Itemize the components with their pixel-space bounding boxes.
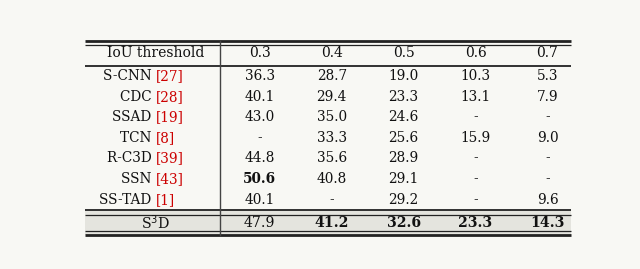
Text: 36.3: 36.3	[244, 69, 275, 83]
Text: -: -	[257, 131, 262, 145]
Text: 23.3: 23.3	[458, 216, 493, 230]
Text: [43]: [43]	[156, 172, 184, 186]
Text: [1]: [1]	[156, 193, 175, 207]
Text: 19.0: 19.0	[388, 69, 419, 83]
Text: 0.7: 0.7	[536, 46, 559, 60]
Text: 40.8: 40.8	[317, 172, 347, 186]
Text: 0.4: 0.4	[321, 46, 342, 60]
Text: 50.6: 50.6	[243, 172, 276, 186]
Text: 44.8: 44.8	[244, 151, 275, 165]
Text: 9.6: 9.6	[537, 193, 558, 207]
Text: 47.9: 47.9	[244, 216, 276, 230]
Text: -: -	[473, 193, 478, 207]
Text: [27]: [27]	[156, 69, 184, 83]
Text: 29.4: 29.4	[317, 90, 347, 104]
Text: 10.3: 10.3	[461, 69, 491, 83]
Text: SSAD: SSAD	[112, 110, 156, 124]
Text: 40.1: 40.1	[244, 193, 275, 207]
Text: -: -	[545, 151, 550, 165]
Text: -: -	[473, 151, 478, 165]
Text: IoU threshold: IoU threshold	[107, 46, 204, 60]
Text: [39]: [39]	[156, 151, 184, 165]
Text: [8]: [8]	[156, 131, 175, 145]
Text: 35.0: 35.0	[317, 110, 347, 124]
Text: -: -	[473, 172, 478, 186]
Text: R-C3D: R-C3D	[106, 151, 156, 165]
Text: 32.6: 32.6	[387, 216, 420, 230]
Text: 40.1: 40.1	[244, 90, 275, 104]
Text: 28.9: 28.9	[388, 151, 419, 165]
Text: 25.6: 25.6	[388, 131, 419, 145]
Text: TCN: TCN	[120, 131, 156, 145]
Text: 24.6: 24.6	[388, 110, 419, 124]
Text: 0.3: 0.3	[249, 46, 271, 60]
Text: 7.9: 7.9	[537, 90, 558, 104]
Text: 0.6: 0.6	[465, 46, 486, 60]
Text: 14.3: 14.3	[531, 216, 564, 230]
Text: [28]: [28]	[156, 90, 184, 104]
Text: 33.3: 33.3	[317, 131, 347, 145]
Text: 23.3: 23.3	[388, 90, 419, 104]
Text: 43.0: 43.0	[244, 110, 275, 124]
Text: 29.2: 29.2	[388, 193, 419, 207]
Bar	[85, 210, 571, 235]
Text: 13.1: 13.1	[461, 90, 491, 104]
Text: 15.9: 15.9	[460, 131, 491, 145]
Text: 29.1: 29.1	[388, 172, 419, 186]
Text: -: -	[330, 193, 334, 207]
Text: -: -	[545, 172, 550, 186]
Text: 5.3: 5.3	[537, 69, 558, 83]
Text: S-CNN: S-CNN	[102, 69, 156, 83]
Text: -: -	[545, 110, 550, 124]
Text: 41.2: 41.2	[314, 216, 349, 230]
Text: [19]: [19]	[156, 110, 184, 124]
Text: S$^3$D: S$^3$D	[141, 213, 170, 232]
Text: 9.0: 9.0	[537, 131, 558, 145]
Text: 35.6: 35.6	[317, 151, 347, 165]
Text: -: -	[473, 110, 478, 124]
Text: 28.7: 28.7	[317, 69, 347, 83]
Text: SS-TAD: SS-TAD	[99, 193, 156, 207]
Text: SSN: SSN	[121, 172, 156, 186]
Text: 0.5: 0.5	[393, 46, 415, 60]
Text: CDC: CDC	[120, 90, 156, 104]
